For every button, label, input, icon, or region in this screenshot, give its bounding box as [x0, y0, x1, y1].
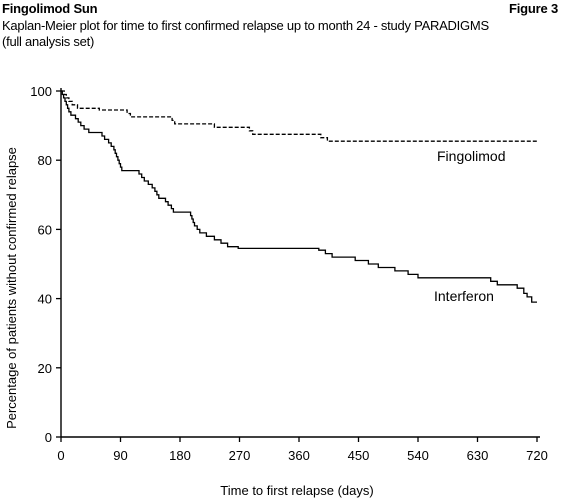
- figure-number: Figure 3: [509, 1, 558, 16]
- y-axis-title: Percentage of patients without confirmed…: [4, 147, 19, 429]
- series-layer: [61, 90, 537, 303]
- y-tick-label: 100: [30, 84, 52, 99]
- fingolimod-survival-curve: [61, 90, 537, 142]
- y-tick-label: 60: [38, 222, 52, 237]
- y-tick-label: 0: [45, 430, 52, 445]
- x-tick-label: 0: [57, 448, 64, 463]
- figure-caption: Kaplan-Meier plot for time to first conf…: [2, 18, 558, 50]
- x-tick-label: 180: [169, 448, 191, 463]
- interferon-curve-label: Interferon: [434, 288, 494, 304]
- interferon-survival-curve: [61, 90, 537, 303]
- x-tick-label: 270: [229, 448, 251, 463]
- figure-caption-line-2: (full analysis set): [2, 34, 95, 49]
- labels-layer: 0 90 180 270 360 450 540 630 720 0 20 40 60 80 100 Time…: [4, 84, 548, 498]
- fingolimod-curve-label: Fingolimod: [437, 148, 505, 164]
- x-tick-label: 360: [288, 448, 310, 463]
- y-tick-label: 80: [38, 153, 52, 168]
- x-tick-label: 540: [407, 448, 429, 463]
- figure-caption-line-1: Kaplan-Meier plot for time to first conf…: [2, 18, 489, 33]
- y-tick-label: 20: [38, 361, 52, 376]
- y-tick-label: 40: [38, 292, 52, 307]
- x-tick-label: 720: [526, 448, 548, 463]
- x-tick-label: 450: [348, 448, 370, 463]
- document-title: Fingolimod Sun: [2, 1, 98, 16]
- axes: [56, 88, 540, 442]
- x-axis-title: Time to first relapse (days): [220, 483, 373, 498]
- x-tick-label: 630: [467, 448, 489, 463]
- x-tick-label: 90: [113, 448, 127, 463]
